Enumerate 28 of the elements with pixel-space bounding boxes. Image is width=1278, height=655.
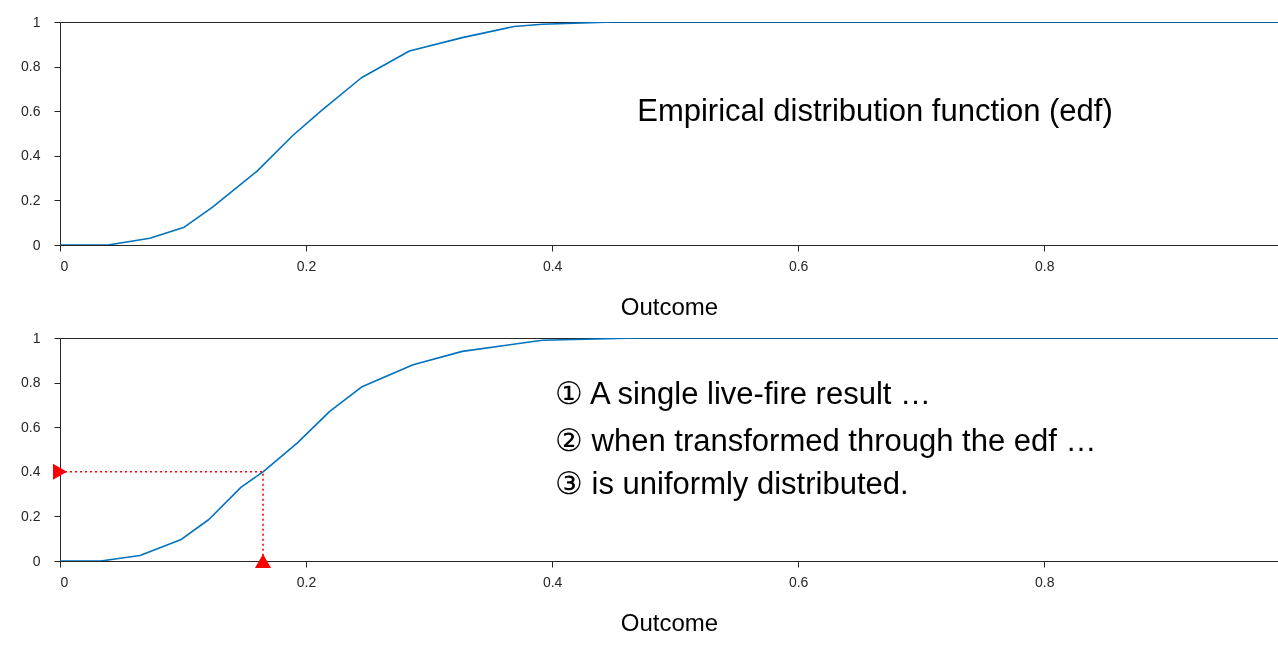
y-tick-label: 0.4 [21,463,41,480]
y-tick-label: 0.8 [21,58,41,75]
x-tick-label: 0.2 [296,573,317,590]
x-tick-label: 0.6 [788,573,809,590]
y-tick-label: 0 [32,236,41,253]
annotation: Empirical distribution function (edf) [637,93,1113,128]
x-tick-label: 0.8 [1035,573,1055,590]
x-tick-label: 0.8 [1035,257,1055,274]
y-tick-label: 0.4 [21,147,41,164]
x-tick-label: 0.6 [788,257,809,274]
x-tick-label: 0 [60,257,69,274]
y-tick-label: 0.6 [21,418,41,435]
y-tick-label: 0.2 [21,507,41,524]
x-tick-label: 0 [60,573,69,590]
x-axis-title: Outcome [620,292,719,320]
annotation: ① A single live-fire result … [555,376,932,411]
y-tick-label: 0 [32,552,41,569]
x-axis-title: Outcome [620,608,719,636]
annotation: ③ is uniformly distributed. [555,466,909,501]
annotation: ② when transformed through the edf … [555,423,1097,458]
x-tick-label: 0.2 [296,257,317,274]
y-tick-label: 0.2 [21,191,41,208]
y-tick-label: 0.8 [21,374,41,391]
y-tick-label: 1 [32,329,41,346]
x-tick-label: 0.4 [542,257,563,274]
y-tick-label: 1 [32,13,41,30]
x-tick-label: 0.4 [542,573,563,590]
y-tick-label: 0.6 [21,102,41,119]
